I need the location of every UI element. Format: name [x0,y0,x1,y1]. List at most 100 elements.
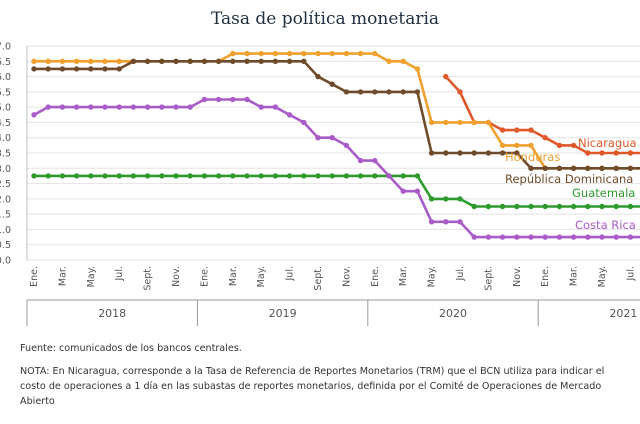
data-point [400,89,406,95]
x-tick-label: Ene. [540,266,551,287]
data-point [386,173,392,179]
data-point [414,66,421,72]
series-labels: Nicaragua Honduras República DominicanaGua… [505,136,637,232]
data-point [471,234,477,240]
data-point [585,234,591,240]
data-point [514,150,520,156]
data-point [542,203,548,210]
series-lines [31,50,640,240]
data-point [599,203,605,210]
data-point [457,196,463,202]
data-point [528,142,534,149]
data-point [230,50,236,57]
y-tick-label: 1.5 [0,210,11,221]
data-point [528,234,534,240]
y-tick-label: 7.0 [0,42,11,53]
data-point [343,50,350,57]
data-point [130,58,137,64]
data-point [301,119,307,126]
data-point [556,203,563,210]
data-point [73,66,80,72]
data-point [116,66,122,72]
x-tick-label: May. [427,266,438,287]
data-point [372,173,378,179]
x-tick-label: May. [256,266,267,287]
y-tick-label: 0.0 [0,256,11,267]
data-point [286,50,293,57]
data-point [485,203,492,210]
y-tick-label: 6.5 [0,57,11,68]
data-point [301,58,307,64]
year-label: 2020 [439,307,467,320]
data-point [428,219,435,225]
data-point [31,173,37,179]
data-point [400,173,406,179]
data-point [457,150,463,156]
data-point [45,58,51,64]
data-point [457,219,463,225]
data-point [372,157,378,164]
data-point [386,89,392,95]
y-axis: 0.0 0.5 1.0 1.5 2.0 2.5 3.0 3.5 4.0 4.5 5.0 5.5 6.0 6… [0,42,28,267]
data-point [144,173,151,179]
data-point [627,165,634,171]
data-point [215,58,222,64]
data-point [556,234,563,240]
data-point [542,135,548,141]
data-point [499,127,506,133]
series-costa-rica [31,96,640,240]
data-point [585,150,591,156]
data-point [201,173,208,179]
x-tick-label: Ene. [29,266,40,287]
data-point [556,142,563,149]
data-point [443,119,449,126]
y-tick-label: 0.5 [0,240,11,251]
data-point [144,104,151,110]
series-label: República Dominicana [505,172,633,186]
data-point [272,104,279,110]
series-line [34,174,640,208]
data-point [173,104,179,110]
data-point [414,188,421,194]
year-label: 2021 [609,307,637,320]
y-tick-label: 5.5 [0,87,11,98]
data-point [457,119,463,126]
data-point [159,58,165,64]
data-point [485,150,492,156]
data-point [400,188,406,194]
data-point [528,165,534,171]
x-tick-label: Ene. [370,266,381,287]
data-point [528,203,534,210]
y-tick-label: 3.5 [0,149,11,160]
x-tick-label: Jul. [625,266,636,281]
data-point [244,96,250,103]
data-point [258,50,264,57]
data-point [130,104,137,110]
series-label: Costa Rica [575,218,636,232]
data-point [329,173,335,179]
data-point [428,119,435,126]
data-point [599,234,605,240]
data-point [116,104,122,110]
data-point [514,234,520,240]
data-point [485,234,492,240]
data-point [542,234,548,240]
data-point [73,173,80,179]
chart-title: Tasa de política monetaria [211,9,439,29]
y-tick-label: 2.0 [0,194,11,205]
data-point [315,73,321,80]
data-point [272,173,279,179]
data-point [102,104,108,110]
data-point [59,66,66,72]
data-point [343,89,350,95]
source-note: Fuente: comunicados de los bancos centra… [20,343,242,354]
data-point [31,112,37,118]
data-point [286,58,293,64]
methodology-note: NOTA: En Nicaragua, corresponde a la Tas… [20,366,605,407]
data-point [514,203,520,210]
data-point [230,96,236,103]
data-point [88,173,94,179]
data-point [315,50,321,57]
x-tick-label: Sept. [143,266,154,291]
data-point [570,142,577,149]
